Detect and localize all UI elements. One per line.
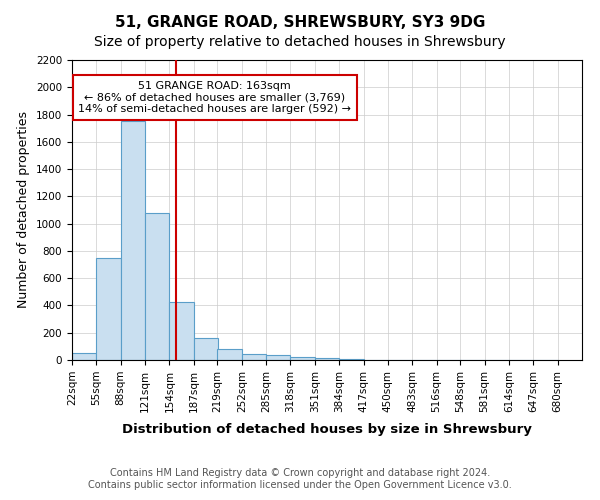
Bar (145, 214, 169, 360)
Bar (194, 338, 218, 360)
Bar (121, 122, 145, 360)
Text: 51 GRANGE ROAD: 163sqm
← 86% of detached houses are smaller (3,769)
14% of semi-: 51 GRANGE ROAD: 163sqm ← 86% of detached… (79, 81, 352, 114)
Text: Size of property relative to detached houses in Shrewsbury: Size of property relative to detached ho… (94, 35, 506, 49)
Bar (169, 302, 194, 360)
Bar (97, 258, 121, 360)
Text: 51, GRANGE ROAD, SHREWSBURY, SY3 9DG: 51, GRANGE ROAD, SHREWSBURY, SY3 9DG (115, 15, 485, 30)
Bar (242, 354, 266, 360)
Bar (72, 352, 97, 360)
Text: Contains HM Land Registry data © Crown copyright and database right 2024.
Contai: Contains HM Land Registry data © Crown c… (88, 468, 512, 490)
Bar (290, 356, 315, 360)
Bar (339, 358, 364, 360)
Y-axis label: Number of detached properties: Number of detached properties (17, 112, 31, 308)
Bar (315, 358, 339, 360)
X-axis label: Distribution of detached houses by size in Shrewsbury: Distribution of detached houses by size … (122, 423, 532, 436)
Bar (217, 349, 242, 360)
Bar (266, 355, 290, 360)
